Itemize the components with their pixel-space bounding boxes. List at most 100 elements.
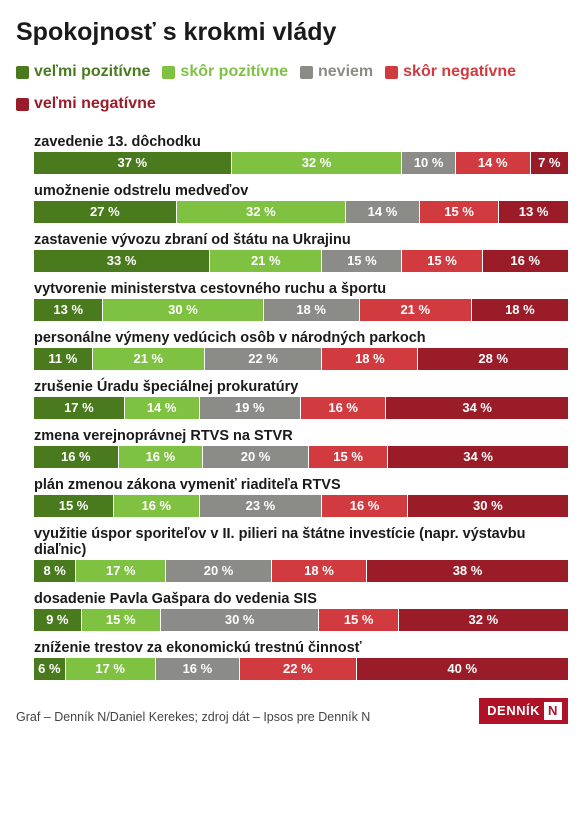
bar-segment: 17 % [66, 658, 156, 680]
legend-swatch [16, 66, 29, 79]
chart-row: zmena verejnoprávnej RTVS na STVR 16 %16 … [16, 428, 568, 468]
legend-item: neviem [300, 61, 373, 83]
bar-segment: 16 % [119, 446, 204, 468]
row-label: zastavenie vývozu zbraní od štátu na Ukr… [16, 232, 568, 248]
legend-swatch [385, 66, 398, 79]
bar-segment: 15 % [420, 201, 499, 223]
row-label: zrušenie Úradu špeciálnej prokuratúry [16, 379, 568, 395]
bar-segment: 14 % [125, 397, 200, 419]
bar-segment: 15 % [402, 250, 482, 272]
legend-swatch [162, 66, 175, 79]
stacked-bar: 15 %16 %23 %16 %30 % [16, 495, 568, 517]
bar-segment: 32 % [177, 201, 346, 223]
bar-segment: 13 % [499, 201, 568, 223]
row-label: personálne výmeny vedúcich osôb v národn… [16, 330, 568, 346]
bar-segment: 30 % [161, 609, 320, 631]
chart-footer: Graf – Denník N/Daniel Kerekes; zdroj dá… [16, 698, 568, 724]
chart-row: vytvorenie ministerstva cestovného ruchu… [16, 281, 568, 321]
bar-segment: 32 % [232, 152, 403, 174]
bar-segment: 11 % [34, 348, 93, 370]
chart-row: personálne výmeny vedúcich osôb v národn… [16, 330, 568, 370]
legend-label: veľmi negatívne [34, 93, 156, 115]
bar-segment: 23 % [200, 495, 323, 517]
chart-row: dosadenie Pavla Gašpara do vedenia SIS9 … [16, 591, 568, 631]
stacked-bar: 13 %30 %18 %21 %18 % [16, 299, 568, 321]
bar-segment: 30 % [103, 299, 263, 321]
stacked-bar: 27 %32 %14 %15 %13 % [16, 201, 568, 223]
chart-row: zníženie trestov za ekonomickú trestnú č… [16, 640, 568, 680]
bar-segment: 17 % [34, 397, 125, 419]
row-label: zníženie trestov za ekonomickú trestnú č… [16, 640, 568, 656]
bar-segment: 21 % [93, 348, 205, 370]
chart-title: Spokojnosť s krokmi vlády [16, 18, 568, 47]
legend-swatch [300, 66, 313, 79]
bar-segment: 21 % [210, 250, 322, 272]
bar-segment: 13 % [34, 299, 103, 321]
bar-segment: 20 % [203, 446, 309, 468]
legend-label: skôr negatívne [403, 61, 516, 83]
bar-segment: 18 % [472, 299, 568, 321]
bar-segment: 6 % [34, 658, 66, 680]
legend-swatch [16, 98, 29, 111]
logo-letter: N [544, 702, 562, 720]
legend-item: skôr pozitívne [162, 61, 288, 83]
bar-segment: 30 % [408, 495, 568, 517]
bar-segment: 34 % [386, 397, 568, 419]
bar-segment: 40 % [357, 658, 568, 680]
chart-row: využitie úspor sporiteľov v II. pilieri … [16, 526, 568, 582]
bar-segment: 15 % [309, 446, 388, 468]
bar-segment: 10 % [402, 152, 455, 174]
bar-segment: 18 % [264, 299, 360, 321]
bar-segment: 16 % [156, 658, 241, 680]
row-label: plán zmenou zákona vymeniť riaditeľa RTV… [16, 477, 568, 493]
bar-segment: 14 % [456, 152, 531, 174]
row-label: zmena verejnoprávnej RTVS na STVR [16, 428, 568, 444]
legend: veľmi pozitívne skôr pozitívne neviem skôr … [16, 61, 568, 116]
bar-segment: 37 % [34, 152, 232, 174]
stacked-bar: 37 %32 %10 %14 %7 % [16, 152, 568, 174]
bar-segment: 16 % [483, 250, 568, 272]
chart-row: umožnenie odstrelu medveďov27 %32 %14 %1… [16, 183, 568, 223]
row-label: zavedenie 13. dôchodku [16, 134, 568, 150]
stacked-bar: 11 %21 %22 %18 %28 % [16, 348, 568, 370]
bar-segment: 15 % [319, 609, 398, 631]
legend-label: neviem [318, 61, 373, 83]
chart-row: zastavenie vývozu zbraní od štátu na Ukr… [16, 232, 568, 272]
bar-segment: 15 % [82, 609, 161, 631]
stacked-bar: 6 %17 %16 %22 %40 % [16, 658, 568, 680]
chart-row: plán zmenou zákona vymeniť riaditeľa RTV… [16, 477, 568, 517]
legend-label: veľmi pozitívne [34, 61, 150, 83]
legend-item: veľmi negatívne [16, 93, 156, 115]
bar-segment: 16 % [114, 495, 199, 517]
bar-segment: 18 % [322, 348, 418, 370]
bar-segment: 19 % [200, 397, 301, 419]
chart-row: zrušenie Úradu špeciálnej prokuratúry 17 … [16, 379, 568, 419]
bar-segment: 9 % [34, 609, 82, 631]
chart-rows: zavedenie 13. dôchodku37 %32 %10 %14 %7 … [16, 134, 568, 680]
bar-segment: 15 % [322, 250, 402, 272]
chart-row: zavedenie 13. dôchodku 37 %32 %10 %14 %7 … [16, 134, 568, 174]
stacked-bar: 17 %14 %19 %16 %34 % [16, 397, 568, 419]
bar-segment: 15 % [34, 495, 114, 517]
bar-segment: 7 % [531, 152, 568, 174]
bar-segment: 17 % [76, 560, 166, 582]
bar-segment: 32 % [399, 609, 568, 631]
bar-segment: 22 % [205, 348, 322, 370]
bar-segment: 27 % [34, 201, 177, 223]
stacked-bar: 9 %15 %30 %15 %32 % [16, 609, 568, 631]
bar-segment: 16 % [301, 397, 386, 419]
bar-segment: 28 % [418, 348, 568, 370]
legend-label: skôr pozitívne [180, 61, 288, 83]
dennikn-logo: DENNÍK N [479, 698, 568, 724]
row-label: využitie úspor sporiteľov v II. pilieri … [16, 526, 568, 558]
stacked-bar: 16 %16 %20 %15 %34 % [16, 446, 568, 468]
bar-segment: 8 % [34, 560, 76, 582]
bar-segment: 16 % [34, 446, 119, 468]
row-label: umožnenie odstrelu medveďov [16, 183, 568, 199]
logo-text: DENNÍK [487, 703, 540, 718]
legend-item: veľmi pozitívne [16, 61, 150, 83]
bar-segment: 21 % [360, 299, 472, 321]
bar-segment: 38 % [367, 560, 568, 582]
bar-segment: 22 % [240, 658, 356, 680]
bar-segment: 14 % [346, 201, 420, 223]
